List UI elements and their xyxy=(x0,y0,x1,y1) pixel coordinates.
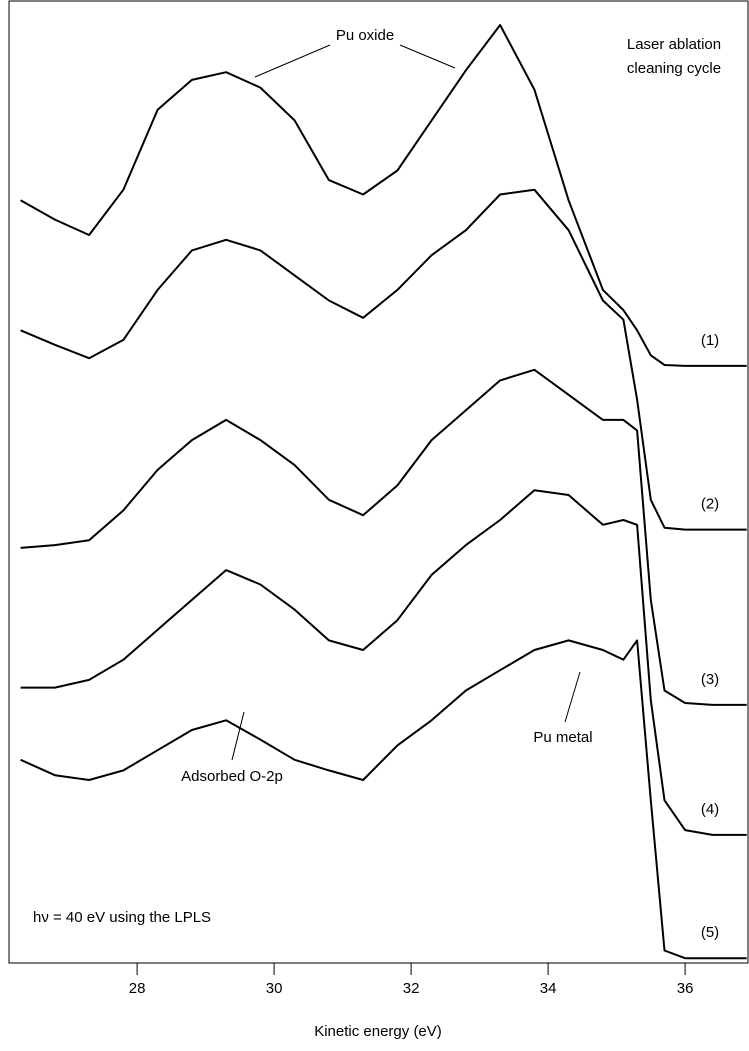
series-label: (4) xyxy=(701,801,719,818)
annotation: Pu metal xyxy=(533,729,592,746)
x-tick-label: 28 xyxy=(129,980,146,997)
spectrum-line xyxy=(20,24,747,367)
annotation-line xyxy=(254,44,331,78)
x-tick-label: 36 xyxy=(677,980,694,997)
series-label: (1) xyxy=(701,332,719,349)
x-tick-label: 34 xyxy=(540,980,557,997)
annotation: Pu oxide xyxy=(336,27,394,44)
spectrum-line xyxy=(20,368,747,706)
x-tick-label: 30 xyxy=(266,980,283,997)
series-label: (3) xyxy=(701,671,719,688)
annotation-line xyxy=(564,671,581,723)
spectrum-line xyxy=(20,639,747,960)
annotation: hν = 40 eV using the LPLS xyxy=(33,909,211,926)
series-label: (2) xyxy=(701,496,719,513)
x-tick-label: 32 xyxy=(403,980,420,997)
plot-frame xyxy=(8,0,749,964)
annotation: cleaning cycle xyxy=(627,60,721,77)
x-axis-label: Kinetic energy (eV) xyxy=(314,1023,442,1040)
spectrum-line xyxy=(20,188,747,531)
annotation-line xyxy=(399,44,456,69)
spectrum-line xyxy=(20,489,747,836)
annotation-line xyxy=(231,711,245,761)
annotation: Adsorbed O-2p xyxy=(181,768,283,785)
series-label: (5) xyxy=(701,924,719,941)
annotation: Laser ablation xyxy=(627,36,721,53)
